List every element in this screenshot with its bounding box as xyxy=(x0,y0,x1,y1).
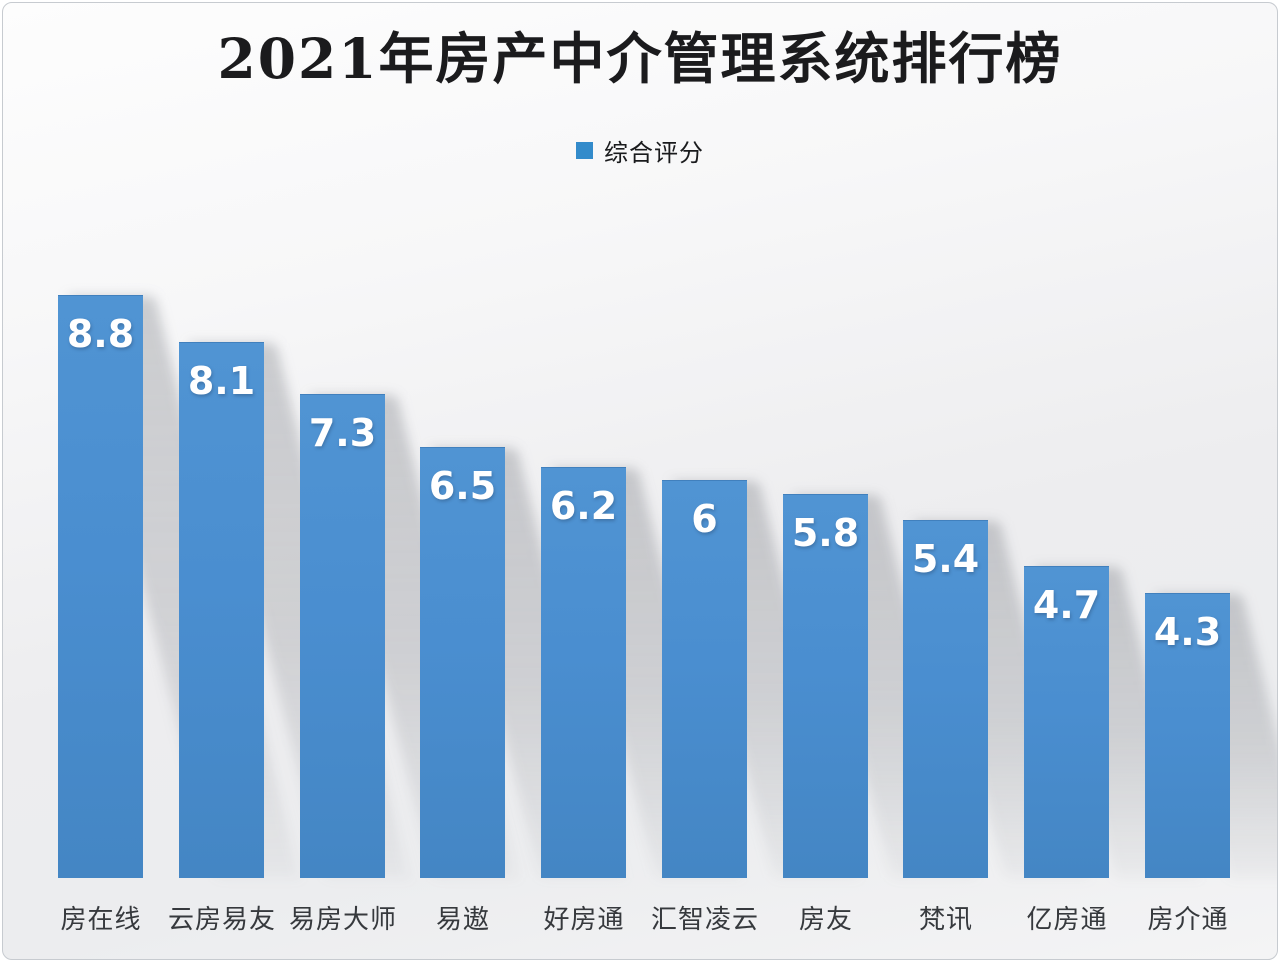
legend-swatch-icon xyxy=(576,142,593,159)
legend-label: 综合评分 xyxy=(604,139,704,167)
chart-title: 2021年房产中介管理系统排行榜 xyxy=(217,26,1063,91)
x-axis-label: 云房易友 xyxy=(167,905,276,935)
bar-value-label: 5.8 xyxy=(791,511,860,555)
plot-area: 8.8 房在线 8.1 云房易友 7.3 易房大师 6.5 易遨 6.2 好房通 6 汇智凌云 5.8 房… xyxy=(3,233,1277,935)
bar-房友: 5.8 xyxy=(783,494,868,878)
x-axis-label: 好房通 xyxy=(543,905,625,935)
bar-易遨: 6.5 xyxy=(420,447,505,878)
x-axis-label: 房在线 xyxy=(60,905,142,935)
bar-房介通: 4.3 xyxy=(1145,593,1230,878)
legend: 综合评分 xyxy=(3,133,1277,168)
x-axis-label: 梵讯 xyxy=(918,905,973,935)
x-axis-label: 房友 xyxy=(798,905,853,935)
bar-亿房通: 4.7 xyxy=(1024,566,1109,878)
x-axis-label: 易遨 xyxy=(435,905,490,935)
bar-value-label: 6.2 xyxy=(549,484,618,528)
bar-value-label: 5.4 xyxy=(911,537,980,581)
x-axis-label: 汇智凌云 xyxy=(650,905,759,935)
x-axis-label: 亿房通 xyxy=(1026,905,1108,935)
bar-value-label: 8.1 xyxy=(187,359,256,403)
bar-value-label: 6.5 xyxy=(428,464,497,508)
bar-value-label: 4.3 xyxy=(1153,610,1222,654)
bar-易房大师: 7.3 xyxy=(300,394,385,878)
bar-好房通: 6.2 xyxy=(541,467,626,878)
bar-value-label: 6 xyxy=(691,497,718,541)
bar-value-label: 8.8 xyxy=(66,312,135,356)
bar-value-label: 7.3 xyxy=(308,411,377,455)
bar-value-label: 4.7 xyxy=(1032,583,1101,627)
bar-梵讯: 5.4 xyxy=(903,520,988,878)
bar-云房易友: 8.1 xyxy=(179,342,264,878)
x-axis-label: 易房大师 xyxy=(288,905,397,935)
bar-汇智凌云: 6 xyxy=(662,480,747,878)
bar-房在线: 8.8 xyxy=(58,295,143,878)
x-axis-label: 房介通 xyxy=(1147,905,1229,935)
